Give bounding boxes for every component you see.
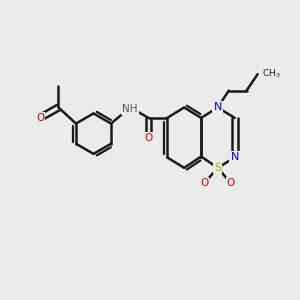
Text: CH$_3$: CH$_3$ <box>262 68 281 80</box>
Text: S: S <box>214 163 221 173</box>
Text: O: O <box>36 113 44 123</box>
Text: O: O <box>200 178 208 188</box>
Text: N: N <box>214 103 222 112</box>
Text: N: N <box>230 152 239 162</box>
Text: O: O <box>144 133 153 143</box>
Text: NH: NH <box>122 104 138 114</box>
Text: O: O <box>227 178 235 188</box>
